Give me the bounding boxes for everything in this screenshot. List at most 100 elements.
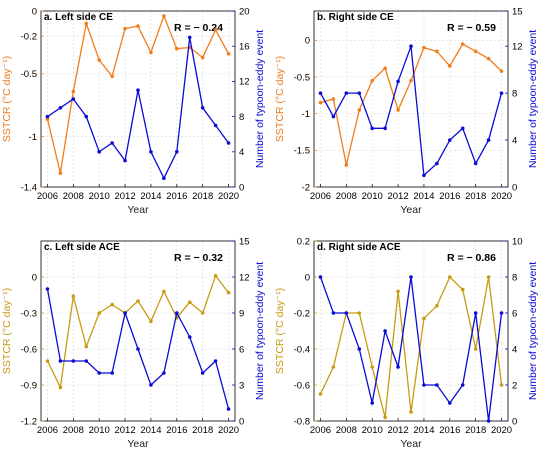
y-right-tick-label: 15 [512, 6, 523, 17]
y-left-axis-label: SSTCR (°C day⁻¹) [1, 56, 13, 142]
event-count-point [486, 138, 491, 142]
event-count-point [110, 371, 114, 375]
x-tick-label: 2008 [336, 191, 357, 202]
event-count-point [226, 141, 231, 145]
event-count-point [200, 371, 205, 375]
event-count-point [84, 359, 89, 363]
y-left-tick-label: -0.6 [21, 344, 37, 355]
sstcr-point [71, 89, 76, 94]
sstcr-point [71, 294, 76, 299]
y-right-tick-label: 15 [239, 236, 250, 247]
y-left-axis-label: SSTCR (°C day⁻¹) [1, 288, 13, 374]
correlation-label: R = − 0.32 [174, 252, 223, 264]
x-tick-label: 2008 [336, 425, 357, 436]
event-count-point [136, 347, 140, 351]
sstcr-point [58, 171, 63, 175]
x-tick-label: 2010 [89, 191, 110, 202]
sstcr-point [136, 299, 140, 303]
event-count-point [226, 407, 231, 411]
event-count-point [71, 359, 76, 363]
y-left-tick-label: -1.5 [294, 146, 310, 157]
panel-title: d. Right side ACE [317, 242, 401, 253]
sstcr-point [200, 55, 205, 60]
event-count-point [58, 106, 63, 110]
event-count-point [331, 311, 336, 315]
sstcr-point [110, 74, 114, 79]
event-count-point [460, 383, 465, 387]
sstcr-point [331, 97, 336, 101]
event-count-point [71, 97, 76, 101]
y-right-tick-label: 12 [239, 272, 250, 283]
y-left-tick-label: 0 [32, 6, 37, 17]
sstcr-point [162, 289, 166, 294]
event-count-point [499, 91, 504, 95]
y-right-tick-label: 12 [239, 77, 250, 88]
x-tick-label: 2012 [114, 191, 135, 202]
event-count-point [499, 311, 504, 315]
y-right-tick-label: 10 [512, 236, 523, 247]
sstcr-point [499, 69, 504, 73]
x-tick-label: 2016 [166, 425, 187, 436]
sstcr-point [409, 410, 413, 414]
x-tick-label: 2014 [140, 425, 161, 436]
y-right-axis-label: Number of typoon-eddy event [254, 30, 266, 168]
y-right-axis-label: Number of typoon-eddy event [254, 262, 266, 400]
sstcr-point [58, 385, 63, 390]
y-left-tick-label: -0.5 [21, 69, 37, 80]
panel-1: 2006 2008 2010 2012 2014 2016 2018 2020Year-1.4… [1, 6, 266, 216]
x-tick-label: 2018 [192, 425, 213, 436]
plot-frame [313, 240, 509, 422]
y-left-tick-label: -1.4 [21, 182, 37, 193]
event-count-point [370, 126, 375, 131]
x-axis-label: Year [127, 204, 149, 216]
event-count-point [435, 161, 439, 166]
event-count-point [383, 126, 387, 131]
x-tick-label: 2020 [218, 191, 239, 202]
event-count-point [357, 347, 362, 351]
y-left-axis-label: SSTCR (°C day⁻¹) [274, 56, 286, 142]
event-count-point [213, 359, 218, 363]
event-count-point [473, 161, 478, 166]
sstcr-point [448, 275, 452, 279]
x-tick-label: 2016 [166, 191, 187, 202]
event-count-point [422, 173, 426, 178]
y-right-tick-label: 8 [512, 272, 517, 283]
y-right-tick-label: 6 [512, 308, 517, 319]
sstcr-point [409, 78, 413, 83]
x-tick-label: 2008 [63, 191, 84, 202]
sstcr-point [187, 300, 192, 305]
plot-frame [40, 240, 236, 422]
sstcr-point [200, 311, 205, 315]
sstcr-point [149, 319, 153, 324]
sstcr-series-line [46, 14, 230, 174]
event-count-point [84, 114, 89, 119]
y-right-tick-label: 2 [512, 380, 517, 391]
sstcr-series-line [319, 275, 503, 418]
event-count-point [187, 335, 192, 339]
event-count-point [396, 365, 400, 369]
y-right-axis-label: Number of typoon-eddy event [527, 30, 539, 168]
event-count-point [97, 150, 101, 154]
sstcr-point [318, 392, 323, 396]
event-count-point [213, 123, 218, 128]
event-count-point [97, 371, 101, 375]
panel-title: b. Right side CE [317, 12, 394, 23]
x-tick-label: 2020 [218, 425, 239, 436]
y-left-tick-label: -0.8 [294, 416, 310, 427]
event-count-point [409, 44, 413, 48]
y-left-tick-label: 0 [305, 272, 310, 283]
sstcr-series-line [320, 43, 502, 166]
y-left-tick-label: -1.2 [21, 416, 37, 427]
y-right-tick-label: 4 [512, 344, 517, 355]
sstcr-point [357, 108, 362, 112]
plot-frame [40, 10, 236, 188]
event-count-point [123, 158, 127, 163]
x-tick-label: 2014 [140, 191, 161, 202]
x-tick-label: 2014 [413, 425, 434, 436]
y-right-tick-label: 8 [239, 112, 244, 123]
y-right-tick-label: 0 [239, 416, 244, 427]
sstcr-point [473, 49, 478, 54]
y-left-tick-label: -1 [302, 109, 310, 120]
event-count-point [58, 359, 63, 363]
sstcr-point [226, 290, 231, 295]
